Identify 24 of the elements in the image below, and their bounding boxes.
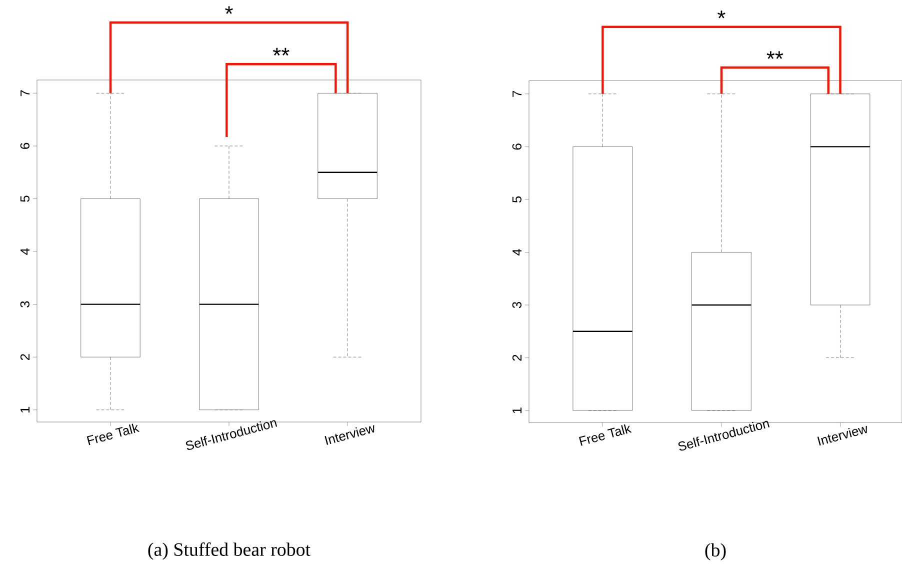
y-tick-label: 4 <box>20 248 30 255</box>
y-tick-label: 5 <box>20 196 30 202</box>
y-tick-label: 1 <box>512 408 522 414</box>
text: ** <box>272 48 290 56</box>
text: (b) <box>705 543 726 560</box>
y-tick-label: 5 <box>512 196 522 203</box>
y-tick-label: 7 <box>20 90 30 96</box>
y-tick-label: 2 <box>512 354 522 361</box>
y-tick-label: 4 <box>512 249 522 256</box>
text: * <box>718 10 726 18</box>
y-tick-label: 7 <box>512 90 522 97</box>
y-tick-label: 6 <box>512 144 522 150</box>
text: (a) Stuffed bear robot <box>148 542 310 560</box>
text: * <box>225 6 233 14</box>
text: ** <box>766 51 784 59</box>
x-tick-label: Free Talk <box>578 424 632 446</box>
y-tick-label: 3 <box>512 302 522 308</box>
x-tick-label: Interview <box>817 426 867 446</box>
x-tick-label: Interview <box>324 425 374 445</box>
x-tick-label: Free Talk <box>86 424 140 446</box>
y-tick-label: 3 <box>20 301 30 308</box>
y-tick-label: 2 <box>20 354 30 360</box>
y-tick-label: 1 <box>20 406 30 412</box>
y-tick-label: 6 <box>20 142 30 149</box>
